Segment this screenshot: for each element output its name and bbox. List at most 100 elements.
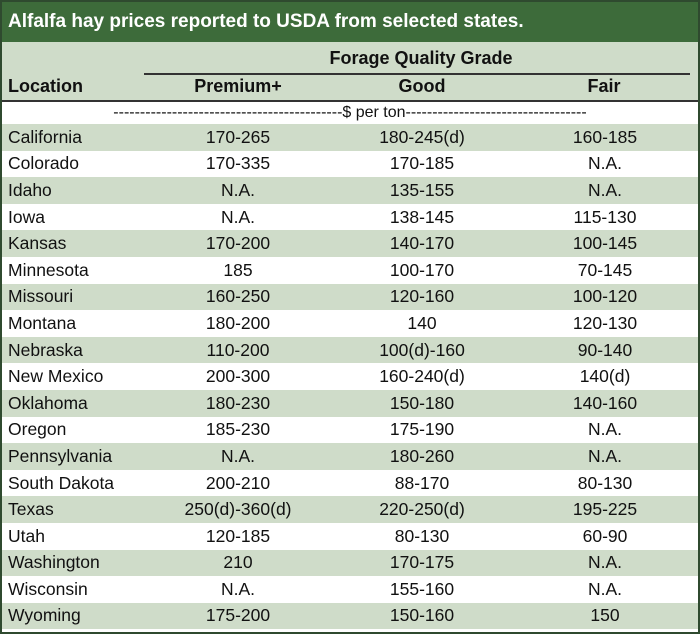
- good-cell: 180-260: [332, 443, 512, 470]
- units-row: ----------------------------------------…: [2, 102, 698, 124]
- location-cell: Montana: [2, 310, 144, 337]
- premium-cell: 185-230: [144, 416, 332, 444]
- location-cell: Texas: [2, 496, 144, 523]
- good-cell: 88-170: [332, 469, 512, 497]
- good-cell: 160-240(d): [332, 363, 512, 390]
- good-cell: 140: [332, 310, 512, 337]
- location-cell: Minnesota: [2, 256, 144, 284]
- location-cell: Oregon: [2, 416, 144, 444]
- good-cell: 100-170: [332, 256, 512, 284]
- table-row: New Mexico 200-300 160-240(d) 140(d): [2, 363, 698, 390]
- column-header-location: Location: [8, 76, 83, 96]
- fair-cell: 150: [512, 602, 698, 630]
- good-cell: 155-160: [332, 576, 512, 603]
- header-rule: [2, 100, 698, 102]
- column-header-premium: Premium+: [194, 76, 282, 96]
- premium-cell: 175-200: [144, 602, 332, 630]
- location-cell: Colorado: [2, 150, 144, 178]
- table-row: Pennsylvania N.A. 180-260 N.A.: [2, 443, 698, 470]
- good-cell: 100(d)-160: [332, 336, 512, 364]
- location-cell: Wisconsin: [2, 576, 144, 603]
- premium-cell: N.A.: [144, 443, 332, 470]
- column-header-good: Good: [398, 76, 446, 96]
- good-cell: 120-160: [332, 283, 512, 311]
- fair-cell: 100-120: [512, 283, 698, 311]
- good-cell: 138-145: [332, 203, 512, 231]
- premium-cell: 170-335: [144, 150, 332, 178]
- table-row: Oklahoma 180-230 150-180 140-160: [2, 389, 698, 417]
- location-cell: Idaho: [2, 177, 144, 204]
- good-cell: 180-245(d): [332, 124, 512, 151]
- fair-cell: 70-145: [512, 256, 698, 284]
- table-row: Texas 250(d)-360(d) 220-250(d) 195-225: [2, 496, 698, 523]
- table-row: Nebraska 110-200 100(d)-160 90-140: [2, 336, 698, 364]
- good-cell: 135-155: [332, 177, 512, 204]
- location-cell: Kansas: [2, 230, 144, 257]
- premium-cell: 210: [144, 549, 332, 577]
- table-row: Missouri 160-250 120-160 100-120: [2, 283, 698, 311]
- premium-cell: N.A.: [144, 576, 332, 603]
- table-row: Minnesota 185 100-170 70-145: [2, 256, 698, 284]
- good-cell: 150-160: [332, 602, 512, 630]
- location-cell: Missouri: [2, 283, 144, 311]
- fair-cell: 120-130: [512, 310, 698, 337]
- location-cell: South Dakota: [2, 469, 144, 497]
- fair-cell: 90-140: [512, 336, 698, 364]
- location-cell: Pennsylvania: [2, 443, 144, 470]
- fair-cell: 160-185: [512, 124, 698, 151]
- good-cell: 80-130: [332, 522, 512, 550]
- fair-cell: 100-145: [512, 230, 698, 257]
- column-header-fair: Fair: [587, 76, 621, 96]
- fair-cell: N.A.: [512, 177, 698, 204]
- table-header: Forage Quality Grade Location Premium+ G…: [2, 42, 698, 102]
- fair-cell: N.A.: [512, 549, 698, 577]
- good-cell: 170-185: [332, 150, 512, 178]
- table-title: Alfalfa hay prices reported to USDA from…: [2, 2, 698, 42]
- premium-cell: N.A.: [144, 203, 332, 231]
- table-row: Kansas 170-200 140-170 100-145: [2, 230, 698, 257]
- table-row: Washington 210 170-175 N.A.: [2, 549, 698, 577]
- table-row: Colorado 170-335 170-185 N.A.: [2, 150, 698, 178]
- premium-cell: 180-200: [144, 310, 332, 337]
- location-cell: Oklahoma: [2, 389, 144, 417]
- table-row: Wyoming 175-200 150-160 150: [2, 602, 698, 630]
- location-cell: Nebraska: [2, 336, 144, 364]
- location-cell: Iowa: [2, 203, 144, 231]
- location-cell: Washington: [2, 549, 144, 577]
- good-cell: 140-170: [332, 230, 512, 257]
- fair-cell: 140(d): [512, 363, 698, 390]
- good-cell: 175-190: [332, 416, 512, 444]
- premium-cell: 160-250: [144, 283, 332, 311]
- fair-cell: N.A.: [512, 150, 698, 178]
- good-cell: 150-180: [332, 389, 512, 417]
- fair-cell: N.A.: [512, 443, 698, 470]
- location-cell: New Mexico: [2, 363, 144, 390]
- location-cell: Utah: [2, 522, 144, 550]
- premium-cell: 200-210: [144, 469, 332, 497]
- fair-cell: 60-90: [512, 522, 698, 550]
- good-cell: 170-175: [332, 549, 512, 577]
- group-header-rule: [144, 73, 690, 75]
- table-row: Iowa N.A. 138-145 115-130: [2, 203, 698, 231]
- fair-cell: N.A.: [512, 576, 698, 603]
- fair-cell: N.A.: [512, 416, 698, 444]
- table-row: Oregon 185-230 175-190 N.A.: [2, 416, 698, 444]
- premium-cell: 200-300: [144, 363, 332, 390]
- fair-cell: 115-130: [512, 203, 698, 231]
- table-row: Utah 120-185 80-130 60-90: [2, 522, 698, 550]
- table-row: South Dakota 200-210 88-170 80-130: [2, 469, 698, 497]
- premium-cell: 180-230: [144, 389, 332, 417]
- fair-cell: 195-225: [512, 496, 698, 523]
- good-cell: 220-250(d): [332, 496, 512, 523]
- location-cell: Wyoming: [2, 602, 144, 630]
- premium-cell: 185: [144, 256, 332, 284]
- price-table: California 170-265 180-245(d) 160-185 Colora…: [2, 124, 698, 630]
- fair-cell: 140-160: [512, 389, 698, 417]
- premium-cell: 110-200: [144, 336, 332, 364]
- premium-cell: 170-265: [144, 124, 332, 151]
- premium-cell: 250(d)-360(d): [144, 496, 332, 523]
- group-header-label: Forage Quality Grade: [329, 48, 513, 68]
- fair-cell: 80-130: [512, 469, 698, 497]
- table-row: California 170-265 180-245(d) 160-185: [2, 124, 698, 151]
